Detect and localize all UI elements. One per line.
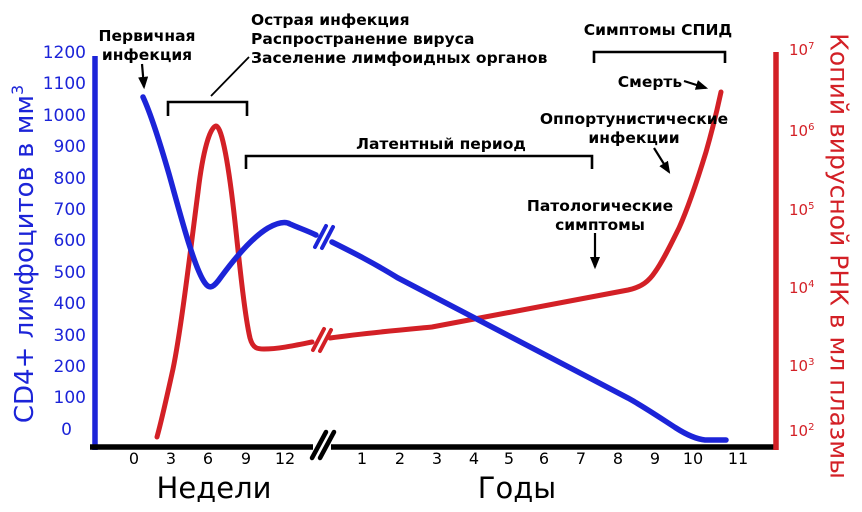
tick-exp: 4 [808,279,815,290]
x-axis-tick-year: 7 [575,449,587,468]
bracket-aids-symptoms [592,50,727,63]
right-axis-title: Копий вирусной РНК в мл плазмы [824,33,854,479]
right-axis-tick: 103 [789,353,814,376]
tick-exp: 2 [808,422,815,433]
tick-base: 10 [789,41,809,59]
tick-base: 10 [789,122,809,140]
annotation-death: Смерть [617,73,683,91]
annotation-primary-infection: Первичная инфекция [98,27,196,64]
arrow-opportunistic-icon [653,147,671,174]
x-axis-tick-week: 6 [202,449,214,468]
x-axis-tick-year: 5 [503,449,515,468]
right-axis-tick: 106 [789,118,814,141]
x-axis-break-icon [309,429,337,461]
bracket-acute-infection [166,100,249,116]
tick-exp: 3 [808,357,815,368]
right-axis-tick: 102 [789,418,814,441]
left-axis-tick: 100 [53,388,86,408]
x-axis-tick-year: 8 [612,449,624,468]
x-axis-tick-week: 12 [274,449,296,468]
left-axis-tick: 500 [53,263,86,283]
x-axis-tick-week: 9 [240,449,252,468]
left-axis-tick: 0 [61,420,72,440]
x-axis-tick-year: 3 [431,449,443,468]
left-axis-tick: 1000 [42,106,86,126]
x-axis-tick-week: 0 [128,449,140,468]
x-axis-tick-year: 10 [682,449,704,468]
left-axis-tick: 1200 [42,43,86,63]
x-axis-tick-year: 1 [356,449,368,468]
x-axis-tick-year: 11 [727,449,749,468]
bracket-latent-period [244,154,594,169]
left-axis-tick: 800 [53,169,86,189]
left-axis-tick: 900 [53,137,86,157]
left-axis-tick: 400 [53,294,86,314]
left-axis-tick: 1100 [42,74,86,94]
viral-curve-break-icon [311,327,333,353]
annotation-acute-infection: Острая инфекция Распространение вируса З… [251,11,548,67]
tick-base: 10 [789,201,809,219]
right-axis-tick: 107 [789,37,814,60]
x-axis-years-label: Годы [477,471,557,505]
left-axis-tick: 300 [53,326,86,346]
cd4-curve-years [329,239,729,443]
tick-exp: 7 [808,41,815,52]
right-axis-tick: 105 [789,197,814,220]
acute-pointer-line [210,56,250,97]
arrow-primary-infection-icon [138,63,149,90]
annotation-pathological-symptoms: Патологические симптомы [526,197,674,234]
cd4-curve-break-icon [313,224,335,250]
left-axis-tick: 600 [53,231,86,251]
left-axis-tick: 200 [53,357,86,377]
viral-rna-curve-weeks [154,123,315,440]
tick-base: 10 [789,422,809,440]
annotation-aids-symptoms: Симптомы СПИД [583,21,733,39]
x-axis-tick-year: 2 [394,449,406,468]
annotation-opportunistic-infections: Оппортунистические инфекции [539,110,729,147]
arrow-death-icon [683,79,709,90]
tick-exp: 5 [808,201,815,212]
tick-base: 10 [789,279,809,297]
viral-rna-curve-years [327,89,724,341]
cd4-curve-weeks [140,94,319,290]
tick-exp: 6 [808,122,815,133]
annotation-latent-period: Латентный период [356,135,526,153]
x-axis-tick-week: 3 [165,449,177,468]
x-axis-tick-year: 6 [538,449,550,468]
tick-base: 10 [789,357,809,375]
x-axis-weeks-label: Недели [156,471,272,505]
right-axis-tick: 104 [789,275,814,298]
x-axis-tick-year: 9 [649,449,661,468]
x-axis-tick-year: 4 [468,449,480,468]
left-axis-tick: 700 [53,200,86,220]
